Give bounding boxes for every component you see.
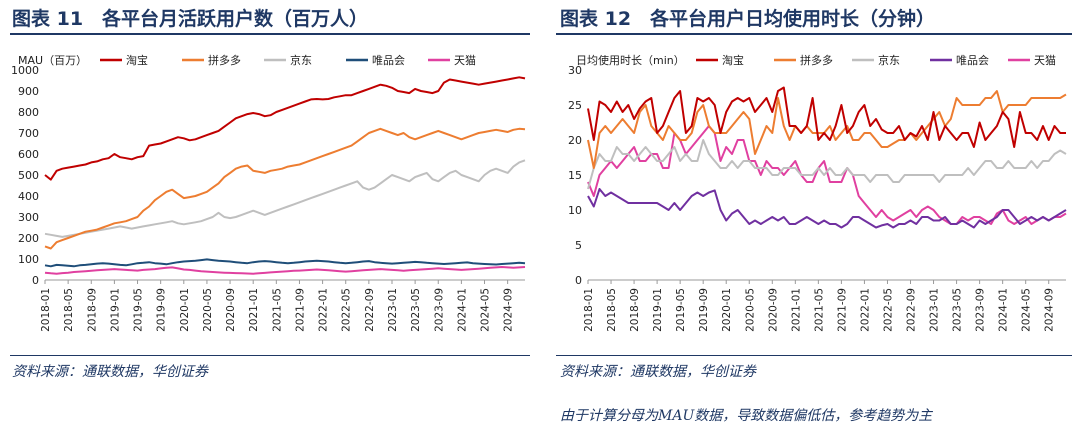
series-line [44, 127, 526, 250]
x-tick-label: 2024-05 [480, 288, 492, 332]
left-figure-title: 图表 11 各平台月活跃用户数（百万人） [12, 8, 369, 30]
x-tick-label: 2020-09 [767, 288, 779, 332]
x-tick-label: 2024-01 [456, 288, 468, 332]
series-line [587, 139, 1067, 190]
x-tick-label: 2018-05 [606, 288, 618, 332]
y-tick-label: 700 [18, 127, 39, 140]
series-line [587, 86, 1066, 148]
x-tick-label: 2023-01 [387, 288, 399, 332]
y-tick-label: 20 [568, 134, 582, 147]
right-bottom-rule [556, 355, 1072, 356]
x-tick-label: 2018-01 [583, 288, 595, 332]
legend-label: 拼多多 [208, 53, 241, 67]
x-tick-label: 2018-01 [40, 288, 52, 332]
series-line [44, 76, 526, 181]
x-tick-label: 2024-09 [1044, 288, 1056, 332]
right-title-rule [556, 33, 1072, 35]
x-tick-label: 2020-05 [744, 288, 756, 332]
y-axis-label: 日均使用时长（min） [576, 54, 685, 67]
x-tick-label: 2022-05 [882, 288, 894, 332]
legend-label: 拼多多 [800, 53, 833, 67]
x-tick-label: 2021-05 [813, 288, 825, 332]
y-tick-label: 400 [18, 190, 39, 203]
y-tick-label: 0 [32, 274, 39, 287]
x-tick-label: 2024-05 [1021, 288, 1033, 332]
legend-label: 淘宝 [126, 53, 148, 67]
x-tick-label: 2021-09 [836, 288, 848, 332]
x-tick-label: 2022-09 [906, 288, 918, 332]
y-tick-label: 300 [18, 211, 39, 224]
y-axis-label: MAU（百万） [18, 54, 87, 67]
x-tick-label: 2020-01 [721, 288, 733, 332]
series-line [587, 125, 1067, 225]
y-tick-label: 200 [18, 232, 39, 245]
series-line [44, 266, 526, 275]
right-figure-title: 图表 12 各平台用户日均使用时长（分钟） [560, 8, 936, 30]
x-tick-label: 2023-09 [433, 288, 445, 332]
y-tick-label: 5 [575, 239, 582, 252]
legend-label: 唯品会 [372, 54, 405, 67]
legend-label: 京东 [290, 53, 312, 67]
x-tick-label: 2018-09 [629, 288, 641, 332]
left-source-note: 资料来源：通联数据，华创证券 [12, 364, 208, 380]
series-line [44, 258, 526, 268]
right-footnote: 由于计算分母为MAU数据，导致数据偏低估，参考趋势为主 [560, 408, 933, 424]
x-tick-label: 2020-01 [179, 288, 191, 332]
y-tick-label: 0 [575, 274, 582, 287]
left-title-rule [10, 33, 530, 35]
legend-label: 淘宝 [722, 53, 744, 67]
right-source-note: 资料来源：通联数据，华创证券 [560, 364, 756, 380]
x-tick-label: 2024-01 [998, 288, 1010, 332]
x-tick-label: 2019-01 [109, 288, 121, 332]
legend-label: 唯品会 [956, 54, 989, 67]
x-tick-label: 2021-01 [248, 288, 260, 332]
x-tick-label: 2023-09 [975, 288, 987, 332]
x-tick-label: 2020-05 [202, 288, 214, 332]
x-tick-label: 2019-01 [652, 288, 664, 332]
x-tick-label: 2021-05 [271, 288, 283, 332]
y-tick-label: 100 [18, 253, 39, 266]
usage-time-line-chart: 日均使用时长（min） 淘宝 拼多多 京东 唯品会 天猫 0 5 10 15 20 25 30 2018-… [568, 53, 1067, 332]
x-tick-label: 2018-05 [63, 288, 75, 332]
x-tick-label: 2022-01 [318, 288, 330, 332]
y-tick-label: 500 [18, 169, 39, 182]
x-tick-label: 2020-09 [225, 288, 237, 332]
x-tick-label: 2023-01 [929, 288, 941, 332]
x-tick-label: 2019-05 [675, 288, 687, 332]
legend-label: 天猫 [1034, 54, 1056, 67]
x-tick-label: 2023-05 [410, 288, 422, 332]
series-line [44, 159, 526, 238]
y-tick-label: 10 [568, 204, 582, 217]
series-line [587, 90, 1067, 169]
x-tick-label: 2022-01 [859, 288, 871, 332]
x-tick-label: 2023-05 [952, 288, 964, 332]
x-tick-label: 2021-01 [790, 288, 802, 332]
x-tick-label: 2022-09 [364, 288, 376, 332]
x-tick-label: 2021-09 [294, 288, 306, 332]
left-bottom-rule [10, 355, 530, 356]
x-tick-label: 2019-09 [698, 288, 710, 332]
x-tick-label: 2019-09 [156, 288, 168, 332]
series-line [587, 188, 1067, 229]
y-tick-label: 25 [568, 99, 582, 112]
x-tick-label: 2018-09 [86, 288, 98, 332]
y-tick-label: 900 [18, 85, 39, 98]
y-tick-label: 1000 [11, 64, 39, 77]
legend-label: 京东 [878, 53, 900, 67]
legend-label: 天猫 [454, 54, 476, 67]
x-tick-label: 2024-09 [503, 288, 515, 332]
y-tick-label: 800 [18, 106, 39, 119]
x-tick-label: 2019-05 [133, 288, 145, 332]
mau-line-chart: MAU（百万） 淘宝 拼多多 京东 唯品会 天猫 0 100 200 300 400 500 600 70… [11, 53, 526, 332]
y-tick-label: 600 [18, 148, 39, 161]
y-tick-label: 15 [568, 169, 582, 182]
x-tick-label: 2022-05 [341, 288, 353, 332]
y-tick-label: 30 [568, 64, 582, 77]
